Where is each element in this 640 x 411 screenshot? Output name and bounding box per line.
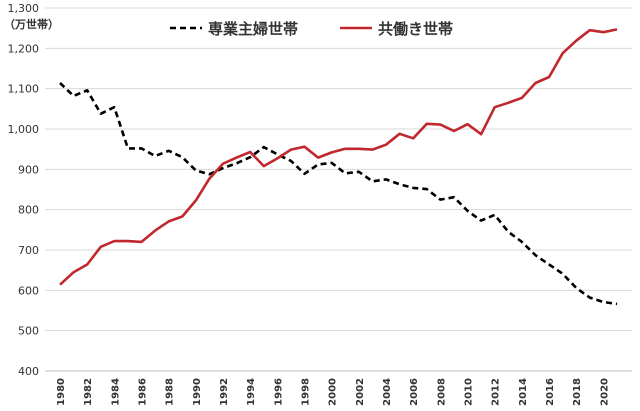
x-tick-label: 1990 bbox=[192, 378, 203, 406]
x-axis: 1980 1982 1984 1986 1988 1990 1992 1994 1996 1998… bbox=[45, 370, 632, 406]
x-tick-label: 1986 bbox=[138, 378, 149, 406]
x-tick-label: 1996 bbox=[273, 378, 284, 406]
x-tick-label: 1988 bbox=[165, 378, 176, 406]
series-line-1 bbox=[59, 28, 618, 286]
y-tick-label: 1,200 bbox=[8, 42, 40, 55]
x-tick-label: 2004 bbox=[382, 378, 393, 406]
x-tick-label: 2018 bbox=[572, 378, 583, 406]
y-tick-label: 400 bbox=[18, 365, 39, 378]
legend: 専業主婦世帯 共働き世帯 bbox=[170, 20, 453, 38]
x-tick-label: 2012 bbox=[491, 378, 502, 406]
y-tick-label: 1,100 bbox=[8, 83, 40, 96]
x-tick-label: 1998 bbox=[301, 378, 312, 406]
y-axis-unit-label: （万世帯） bbox=[4, 17, 59, 31]
y-tick-label: 600 bbox=[18, 284, 39, 297]
y-tick-label: 900 bbox=[18, 163, 39, 176]
x-tick-label: 2016 bbox=[545, 378, 556, 406]
x-tick-label: 2000 bbox=[328, 378, 339, 406]
x-tick-label: 1994 bbox=[246, 378, 257, 406]
x-tick-label: 1992 bbox=[219, 378, 230, 406]
y-tick-label: 700 bbox=[18, 244, 39, 257]
x-tick-label: 1982 bbox=[83, 378, 94, 406]
legend-label-series-1: 共働き世帯 bbox=[378, 20, 453, 38]
series-line-0 bbox=[59, 82, 618, 306]
x-tick-label: 2002 bbox=[355, 378, 366, 406]
x-tick-label: 2008 bbox=[436, 378, 447, 406]
x-tick-label: 2010 bbox=[464, 378, 475, 406]
x-tick-label: 2014 bbox=[518, 378, 529, 406]
y-tick-label: 500 bbox=[18, 325, 39, 338]
gridlines bbox=[45, 7, 632, 372]
y-axis: 400 500 600 700 800 900 1,000 1,100 1,200 1,300 bbox=[8, 2, 40, 378]
x-tick-label: 1980 bbox=[56, 378, 67, 406]
y-tick-label: 800 bbox=[18, 204, 39, 217]
y-tick-label: 1,300 bbox=[8, 2, 40, 15]
x-tick-label: 2020 bbox=[599, 378, 610, 406]
series-lines bbox=[59, 28, 618, 306]
legend-label-series-0: 専業主婦世帯 bbox=[208, 20, 298, 38]
x-tick-label: 2006 bbox=[409, 378, 420, 406]
x-tick-label: 1984 bbox=[110, 378, 121, 406]
y-tick-label: 1,000 bbox=[8, 123, 40, 136]
